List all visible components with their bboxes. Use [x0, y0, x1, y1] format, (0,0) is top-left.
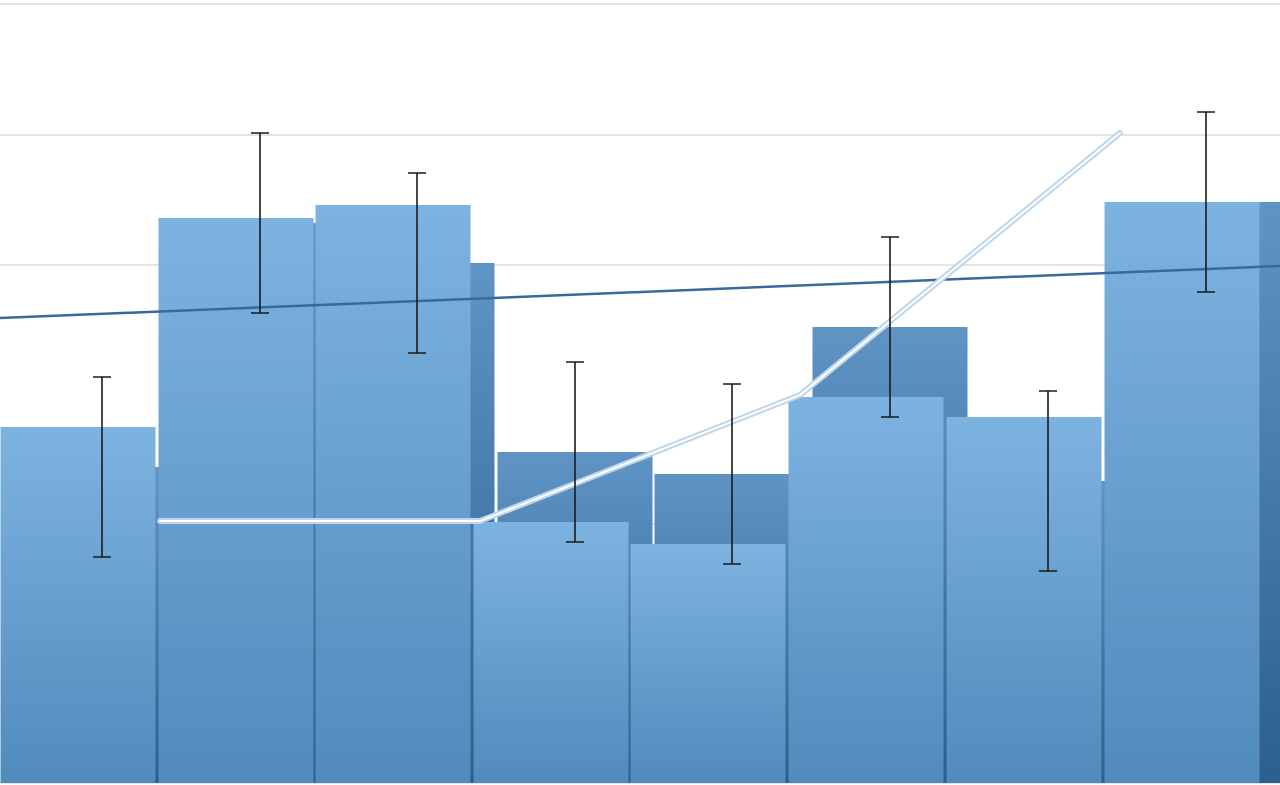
bar-front: [159, 218, 314, 783]
bar-front: [631, 544, 786, 783]
bar-front: [1105, 202, 1260, 783]
bar-front: [316, 205, 471, 783]
bar-front: [1, 427, 156, 783]
bar-front: [789, 397, 944, 783]
bar-front: [947, 417, 1102, 783]
bar-error-line-chart: [0, 0, 1280, 785]
bar-front: [474, 522, 629, 783]
